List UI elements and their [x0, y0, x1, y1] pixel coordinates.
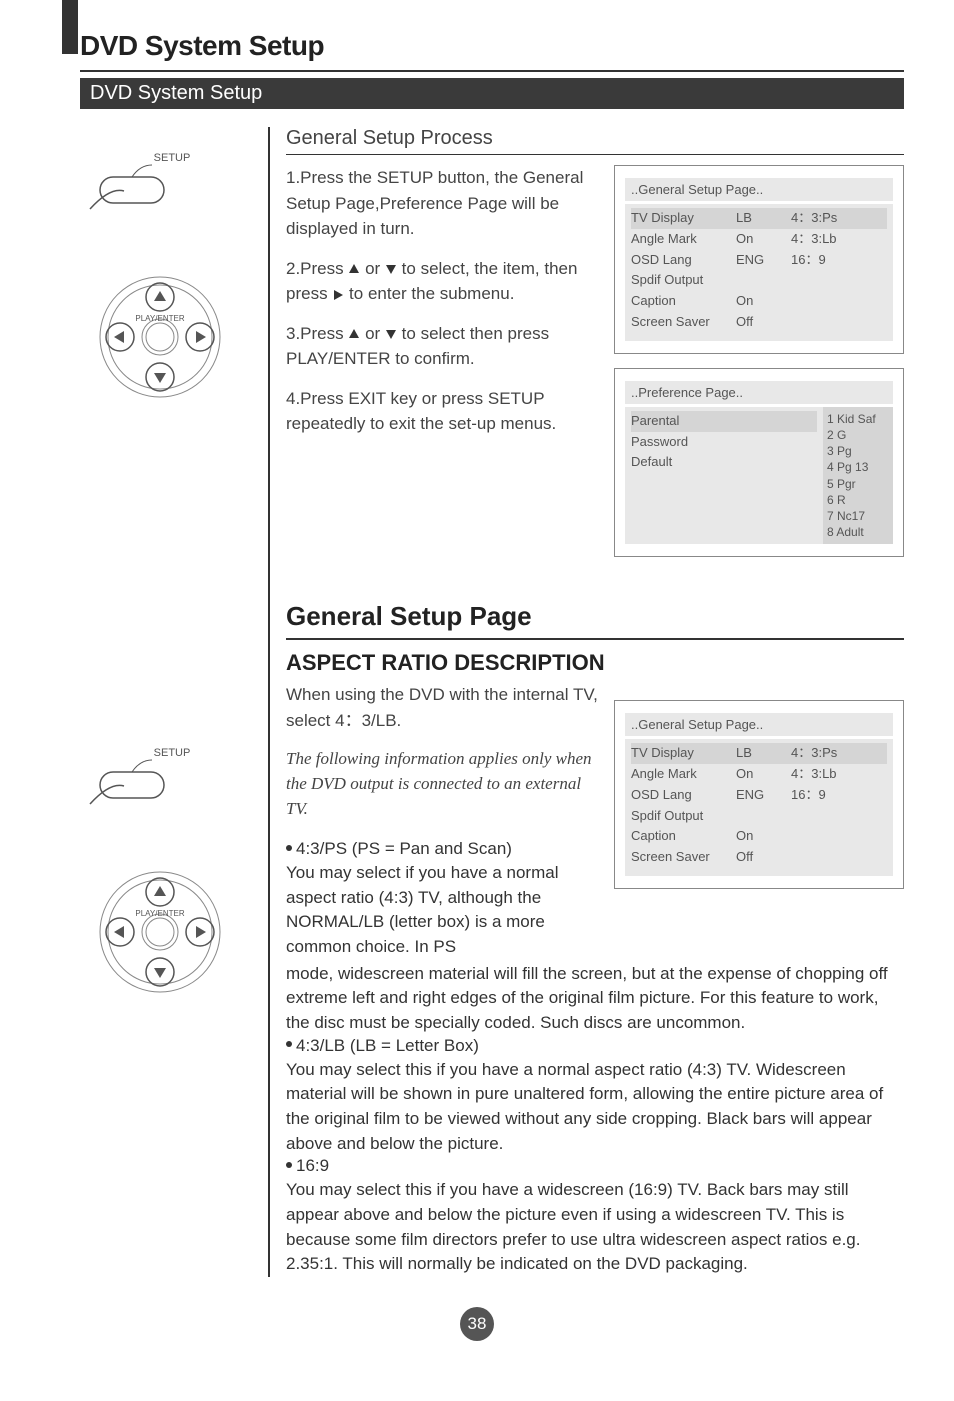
step1: 1.Press the SETUP button, the General Se…	[286, 165, 600, 242]
upper-content-row: SETUP PLAY/ENTER	[80, 127, 904, 682]
down-triangle-icon	[385, 328, 397, 340]
step2: 2.Press or to select, the item, then pre…	[286, 256, 600, 307]
up-triangle-icon	[348, 263, 360, 275]
section-subheader: DVD System Setup	[80, 78, 904, 109]
pref-rating: 3 Pg	[827, 443, 889, 459]
bullet-icon	[286, 845, 292, 851]
menu-row: Spdif Output	[631, 806, 887, 827]
bullet-icon	[286, 1041, 292, 1047]
menu-row: Screen SaverOff	[631, 312, 887, 333]
menu-rows: TV DisplayLB4：3:PsAngle MarkOn4：3:LbOSD …	[625, 204, 893, 341]
up-triangle-icon	[348, 328, 360, 340]
menu-previews: ..General Setup Page.. TV DisplayLB4：3:P…	[614, 165, 904, 571]
bullet3-head: 16:9	[286, 1156, 904, 1176]
pref-left: ParentalPasswordDefault	[625, 407, 823, 545]
b1-text-a: You may select if you have a normal aspe…	[286, 861, 600, 960]
b3-text: You may select this if you have a widesc…	[286, 1178, 904, 1277]
menu-row: Angle MarkOn4：3:Lb	[631, 764, 887, 785]
general-setup-heading: General Setup Page	[286, 601, 904, 632]
step3: 3.Press or to select then press PLAY/ENT…	[286, 321, 600, 372]
step2-or: or	[365, 259, 385, 278]
title-wrap: DVD System Setup	[80, 30, 904, 62]
menu-row: CaptionOn	[631, 291, 887, 312]
menu-row: Spdif Output	[631, 270, 887, 291]
svg-text:PLAY/ENTER: PLAY/ENTER	[135, 909, 184, 918]
bullet1-head: 4:3/PS (PS = Pan and Scan)	[286, 839, 600, 859]
menu-row: TV DisplayLB4：3:Ps	[631, 208, 887, 229]
menu-row: OSD LangENG16：9	[631, 785, 887, 806]
aspect-two-col: When using the DVD with the internal TV,…	[286, 682, 904, 959]
general-setup-menu-box-2: ..General Setup Page.. TV DisplayLB4：3:P…	[614, 700, 904, 889]
b3-head: 16:9	[296, 1156, 329, 1175]
page-title: DVD System Setup	[80, 30, 904, 62]
step3a: 3.Press	[286, 324, 348, 343]
process-heading: General Setup Process	[286, 127, 904, 150]
svg-text:PLAY/ENTER: PLAY/ENTER	[135, 314, 184, 323]
menu-row: OSD LangENG16：9	[631, 250, 887, 271]
pref-rating: 1 Kid Saf	[827, 411, 889, 427]
menu-row: TV DisplayLB4：3:Ps	[631, 743, 887, 764]
menu-header2: ..General Setup Page..	[625, 713, 893, 739]
pref-rating: 5 Pgr	[827, 476, 889, 492]
menu-header: ..General Setup Page..	[625, 178, 893, 204]
main-upper: General Setup Process 1.Press the SETUP …	[270, 127, 904, 682]
step4: 4.Press EXIT key or press SETUP repeated…	[286, 386, 600, 437]
pref-rating: 7 Nc17	[827, 508, 889, 524]
menu-row: CaptionOn	[631, 826, 887, 847]
dpad-illustration: PLAY/ENTER	[80, 257, 248, 417]
setup-label: SETUP	[154, 152, 191, 164]
aspect-intro: When using the DVD with the internal TV,…	[286, 682, 600, 733]
gen-rule	[286, 638, 904, 640]
main-lower: When using the DVD with the internal TV,…	[270, 682, 904, 1277]
pref-header: ..Preference Page..	[625, 381, 893, 407]
preference-menu-box: ..Preference Page.. ParentalPasswordDefa…	[614, 368, 904, 558]
setup-button-illustration: SETUP	[80, 742, 248, 812]
menu-row: Screen SaverOff	[631, 847, 887, 868]
pref-item: Default	[631, 452, 817, 473]
pref-rating: 8 Adult	[827, 524, 889, 540]
pref-rating: 2 G	[827, 427, 889, 443]
b1-head: 4:3/PS (PS = Pan and Scan)	[296, 839, 512, 858]
down-triangle-icon	[385, 263, 397, 275]
dpad-illustration: PLAY/ENTER	[80, 852, 248, 1012]
right-triangle-icon	[332, 289, 344, 301]
step3-or: or	[365, 324, 385, 343]
process-text: 1.Press the SETUP button, the General Se…	[286, 165, 600, 571]
menu-rows2: TV DisplayLB4：3:PsAngle MarkOn4：3:LbOSD …	[625, 739, 893, 876]
page-corner-marker	[62, 0, 78, 54]
pref-rating: 6 R	[827, 492, 889, 508]
title-rule	[80, 70, 904, 72]
svg-text:SETUP: SETUP	[154, 747, 191, 759]
b2-head: 4:3/LB (LB = Letter Box)	[296, 1036, 479, 1055]
b1-text-b: mode, widescreen material will fill the …	[286, 962, 904, 1036]
aspect-italic: The following information applies only w…	[286, 747, 600, 821]
process-two-col: 1.Press the SETUP button, the General Se…	[286, 165, 904, 571]
lower-content-row: SETUP PLAY/ENTER	[80, 682, 904, 1277]
process-rule	[286, 154, 904, 155]
pref-right: 1 Kid Saf2 G3 Pg4 Pg 135 Pgr6 R7 Nc178 A…	[823, 407, 893, 545]
bullet-icon	[286, 1162, 292, 1168]
step2c: to enter the submenu.	[349, 284, 514, 303]
pref-rating: 4 Pg 13	[827, 459, 889, 475]
setup-button-illustration: SETUP	[80, 147, 248, 217]
page-number: 38	[460, 1307, 494, 1341]
sidebar-lower: SETUP PLAY/ENTER	[80, 682, 270, 1277]
general-setup-menu-box: ..General Setup Page.. TV DisplayLB4：3:P…	[614, 165, 904, 354]
bullet2-head: 4:3/LB (LB = Letter Box)	[286, 1036, 904, 1056]
aspect-heading: ASPECT RATIO DESCRIPTION	[286, 650, 904, 676]
aspect-text-side: When using the DVD with the internal TV,…	[286, 682, 600, 959]
step2a: 2.Press	[286, 259, 348, 278]
sidebar-upper: SETUP PLAY/ENTER	[80, 127, 270, 682]
b2-text: You may select this if you have a normal…	[286, 1058, 904, 1157]
pref-item: Password	[631, 432, 817, 453]
menu-row: Angle MarkOn4：3:Lb	[631, 229, 887, 250]
pref-item: Parental	[631, 411, 817, 432]
